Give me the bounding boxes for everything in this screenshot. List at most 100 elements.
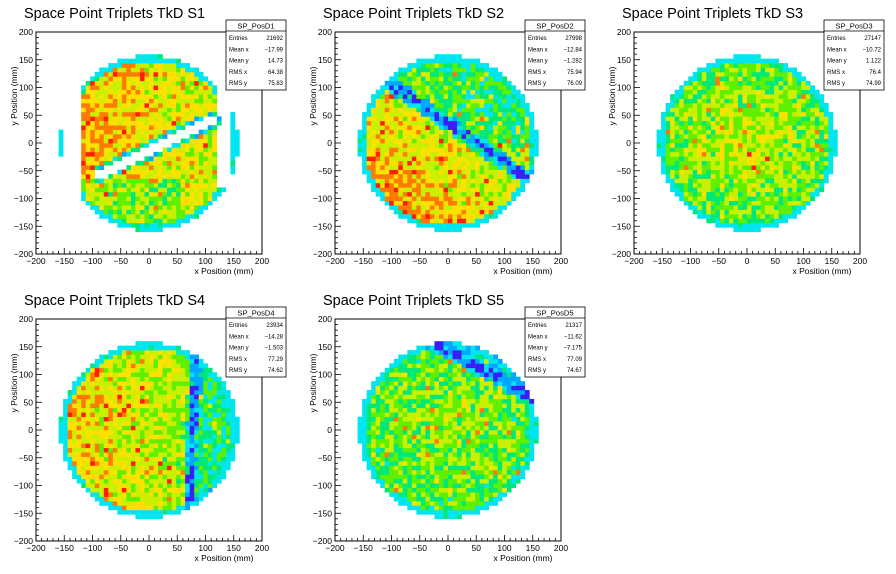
histogram-cell — [117, 438, 123, 444]
histogram-cell — [724, 160, 730, 166]
histogram-cell — [126, 363, 132, 369]
histogram-cell — [742, 58, 748, 64]
histogram-cell — [407, 200, 413, 206]
histogram-cell — [99, 372, 105, 378]
histogram-cell — [506, 182, 512, 188]
histogram-cell — [94, 187, 100, 193]
histogram-cell — [706, 182, 712, 188]
histogram-cell — [805, 138, 811, 144]
histogram-cell — [765, 147, 770, 153]
histogram-cell — [180, 160, 186, 166]
histogram-cell — [194, 381, 200, 386]
histogram-cell — [185, 214, 190, 219]
histogram-cell — [85, 182, 91, 188]
histogram-cell — [398, 160, 404, 166]
histogram-cell — [158, 496, 163, 502]
histogram-cell — [375, 151, 381, 157]
histogram-cell — [189, 372, 195, 378]
histogram-cell — [139, 125, 145, 130]
histogram-cell — [438, 54, 444, 59]
histogram-cell — [661, 134, 666, 139]
histogram-cell — [135, 425, 141, 431]
histogram-cell — [103, 443, 109, 449]
histogram-cell — [756, 214, 761, 219]
histogram-cell — [398, 214, 404, 219]
histogram-cell — [121, 385, 127, 391]
histogram-cell — [774, 67, 779, 73]
histogram-cell — [189, 98, 195, 104]
histogram-cell — [389, 94, 395, 99]
histogram-cell — [679, 174, 685, 179]
histogram-cell — [425, 205, 431, 210]
histogram-cell — [76, 390, 82, 395]
histogram-cell — [103, 483, 109, 489]
histogram-cell — [479, 209, 485, 215]
histogram-cell — [198, 111, 204, 117]
histogram-cell — [144, 381, 150, 386]
y-tick-label: −100 — [612, 194, 631, 204]
histogram-cell — [756, 76, 761, 82]
histogram-cell — [198, 138, 204, 144]
histogram-cell — [207, 447, 213, 453]
histogram-cell — [434, 156, 440, 162]
histogram-cell — [130, 218, 136, 224]
histogram-cell — [216, 416, 222, 422]
histogram-cell — [149, 381, 154, 386]
histogram-cell — [697, 196, 703, 202]
histogram-cell — [497, 89, 503, 95]
histogram-cell — [171, 447, 177, 453]
histogram-cell — [434, 67, 440, 73]
histogram-cell — [130, 222, 136, 228]
x-tick-label: 50 — [472, 256, 482, 266]
histogram-cell — [384, 89, 390, 95]
histogram-cell — [171, 469, 177, 475]
histogram-cell — [747, 107, 752, 113]
histogram-cell — [185, 120, 190, 126]
histogram-cell — [162, 354, 168, 360]
histogram-cell — [692, 94, 698, 99]
histogram-cell — [366, 120, 372, 126]
histogram-cell — [117, 443, 123, 449]
histogram-cell — [135, 390, 141, 395]
histogram-cell — [198, 143, 204, 148]
histogram-cell — [484, 89, 489, 95]
histogram-cell — [398, 67, 404, 73]
histogram-cell — [180, 63, 186, 68]
histogram-cell — [796, 107, 802, 113]
histogram-cell — [778, 205, 784, 210]
histogram-cell — [416, 111, 422, 117]
histogram-cell — [94, 474, 100, 480]
histogram-cell — [733, 116, 739, 122]
histogram-cell — [194, 483, 200, 489]
histogram-cell — [661, 120, 666, 126]
histogram-cell — [103, 80, 109, 86]
histogram-cell — [371, 156, 376, 162]
histogram-cell — [411, 214, 417, 219]
histogram-cell — [203, 376, 209, 382]
histogram-cell — [176, 469, 181, 475]
histogram-cell — [774, 98, 779, 104]
histogram-cell — [90, 143, 96, 148]
histogram-cell — [130, 134, 136, 139]
histogram-cell — [511, 160, 517, 166]
histogram-cell — [724, 120, 730, 126]
histogram-cell — [475, 80, 480, 86]
histogram-cell — [171, 222, 177, 228]
stats-label: RMS x — [229, 70, 247, 76]
histogram-cell — [420, 143, 426, 148]
histogram-cell — [425, 125, 431, 130]
histogram-cell — [796, 116, 802, 122]
histogram-cell — [158, 169, 163, 175]
histogram-cell — [706, 143, 712, 148]
histogram-cell — [135, 71, 141, 77]
histogram-cell — [497, 169, 503, 175]
histogram-cell — [438, 120, 444, 126]
histogram-cell — [737, 134, 743, 139]
histogram-cell — [153, 80, 159, 86]
histogram-cell — [479, 71, 485, 77]
histogram-cell — [783, 134, 788, 139]
histogram-cell — [429, 218, 435, 224]
histogram-cell — [90, 438, 96, 444]
histogram-cell — [194, 354, 200, 360]
histogram-cell — [58, 134, 64, 139]
